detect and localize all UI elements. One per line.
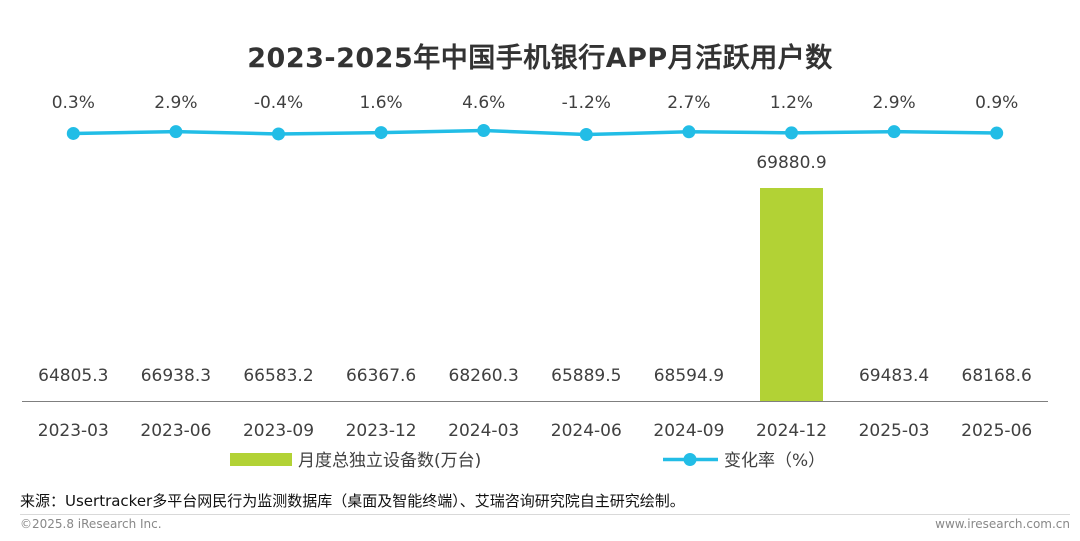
change-rate-point <box>66 126 80 140</box>
x-tick-label: 2023-03 <box>38 421 109 441</box>
change-rate-label: 2.9% <box>872 93 915 113</box>
chart-title: 2023-2025年中国手机银行APP月活跃用户数 <box>247 43 833 74</box>
website-link[interactable]: www.iresearch.com.cn <box>935 517 1070 531</box>
bar-value-label: 66367.6 <box>346 366 416 386</box>
change-rate-point <box>785 126 798 140</box>
change-rate-point <box>579 128 593 141</box>
change-rate-label: -0.4% <box>254 93 303 113</box>
source-note: 来源：Usertracker多平台网民行为监测数据库（桌面及智能终端）、艾瑞咨询… <box>20 492 685 510</box>
change-rate-point <box>887 125 901 139</box>
x-tick-label: 2024-06 <box>551 421 622 441</box>
change-rate-label: 0.9% <box>975 93 1018 113</box>
legend-line-label: 变化率（%） <box>724 451 825 471</box>
change-rate-line <box>73 128 997 137</box>
change-rate-label: 2.7% <box>667 93 710 113</box>
x-tick-label: 2023-12 <box>346 421 417 441</box>
change-rate-label: 2.9% <box>154 93 197 113</box>
change-rate-point <box>169 125 183 139</box>
change-rate-point <box>477 124 491 137</box>
bar-value-label: 68594.9 <box>654 366 724 386</box>
bar-value-label: 69483.4 <box>859 366 929 386</box>
bar-value-label: 68168.6 <box>962 366 1032 386</box>
change-rate-label: 1.2% <box>770 93 813 113</box>
change-rate-label: 0.3% <box>52 93 95 113</box>
change-rate-label: 1.6% <box>359 93 402 113</box>
bar-2024-12 <box>760 188 823 401</box>
x-tick-label: 2023-06 <box>140 421 211 441</box>
x-tick-label: 2024-09 <box>653 421 724 441</box>
copyright: ©2025.8 iResearch Inc. <box>20 517 162 531</box>
legend-bar-label: 月度总独立设备数(万台) <box>298 451 481 471</box>
x-tick-label: 2024-03 <box>448 421 519 441</box>
legend-line-marker <box>683 453 697 466</box>
bar-value-label: 69880.9 <box>756 153 826 173</box>
change-rate-label: 4.6% <box>462 93 505 113</box>
legend-bar-swatch <box>230 453 292 466</box>
bar-value-label: 66938.3 <box>141 366 211 386</box>
x-tick-label: 2025-06 <box>961 421 1032 441</box>
bar-value-label: 68260.3 <box>449 366 519 386</box>
chart-area: 64805.3 66938.3 66583.2 66367.6 68260.3 65889… <box>22 93 1048 471</box>
bar-value-label: 65889.5 <box>551 366 621 386</box>
change-rate-label: -1.2% <box>562 93 611 113</box>
x-tick-label: 2025-03 <box>859 421 930 441</box>
change-rate-point <box>990 126 1004 140</box>
change-rate-point <box>682 125 696 139</box>
change-rate-point <box>374 126 388 140</box>
bar-value-label: 64805.3 <box>38 366 108 386</box>
x-tick-label: 2023-09 <box>243 421 314 441</box>
footer-divider <box>20 514 1070 515</box>
bar-value-label: 66583.2 <box>243 366 313 386</box>
x-tick-label: 2024-12 <box>756 421 827 441</box>
change-rate-point <box>272 127 285 141</box>
